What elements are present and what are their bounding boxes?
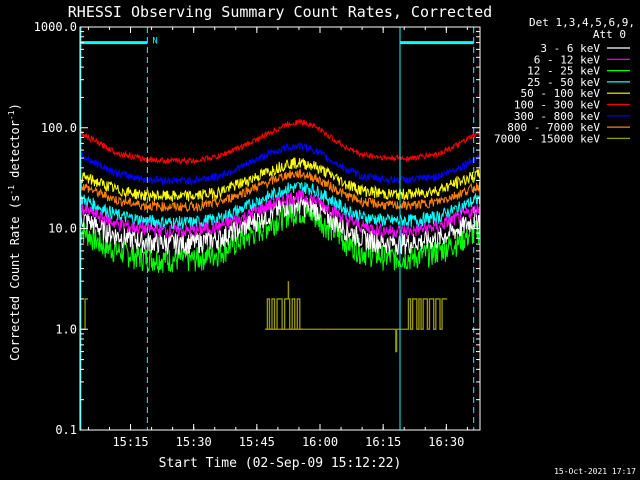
y-tick-label: 1000.0: [34, 20, 77, 34]
legend-entry-label: 3 - 6 keV: [540, 42, 600, 55]
legend-entry-label: 6 - 12 keV: [534, 53, 601, 66]
legend-header-line2: Att 0: [593, 28, 626, 41]
y-axis-label-main: Corrected Count Rate (s: [8, 195, 22, 361]
x-tick-label: 15:45: [239, 435, 275, 449]
legend-entry-label: 100 - 300 keV: [514, 99, 600, 112]
series-line-7000-15000-kev-segment-2: [265, 298, 303, 330]
series-line-300-800-kev: [80, 142, 480, 187]
y-axis-label-mid: detector: [8, 120, 22, 185]
x-axis-label: Start Time (02-Sep-09 15:12:22): [159, 456, 402, 471]
plot-area: N: [80, 27, 480, 430]
legend-entry-label: 12 - 25 keV: [527, 65, 600, 78]
legend-entry-label: 50 - 100 keV: [521, 87, 601, 100]
series-line-6-12-kev: [80, 189, 480, 240]
y-tick-label: 100.0: [41, 121, 77, 135]
series-line-50-100-kev: [80, 157, 480, 203]
attenuator-bar-label: N: [152, 37, 157, 47]
y-axis-label-end: ): [8, 103, 22, 110]
y-axis-label-sup1: -1: [7, 185, 16, 195]
legend-entry-label: 25 - 50 keV: [527, 76, 600, 89]
legend-entry-label: 800 - 7000 keV: [507, 121, 600, 134]
y-axis-label: Corrected Count Rate (s-1 detector-1): [7, 103, 22, 361]
series-line-7000-15000-kev-segment-3: [324, 298, 448, 353]
legend-entry-label: 300 - 800 keV: [514, 110, 600, 123]
y-tick-label: 10.0: [48, 222, 77, 236]
x-tick-label: 16:30: [428, 435, 464, 449]
chart-title: RHESSI Observing Summary Count Rates, Co…: [68, 3, 492, 21]
x-tick-label: 15:15: [112, 435, 148, 449]
y-axis-label-sup2: -1: [7, 110, 16, 120]
x-tick-label: 16:15: [365, 435, 401, 449]
footer-timestamp: 15-Oct-2021 17:17: [554, 467, 636, 476]
legend-header-line1: Det 1,3,4,5,6,9,: [529, 16, 635, 29]
series-line-12-25-kev: [80, 200, 480, 273]
axis-ticks: 15:15 15:30 15:45 16:00 16:15 16:30 0.1 1.0 10.0…: [34, 20, 480, 449]
legend-entry-label: 7000 - 15000 keV: [494, 132, 600, 145]
series-line-7000-15000-kev-segment-1: [80, 298, 89, 330]
series-line-800-7000-kev: [80, 168, 480, 213]
x-tick-label: 16:00: [302, 435, 338, 449]
series-line-25-50-kev: [80, 181, 480, 230]
y-tick-label: 0.1: [55, 423, 77, 437]
series-line-100-300-kev: [80, 118, 480, 166]
y-tick-label: 1.0: [55, 322, 77, 336]
x-tick-label: 15:30: [176, 435, 212, 449]
